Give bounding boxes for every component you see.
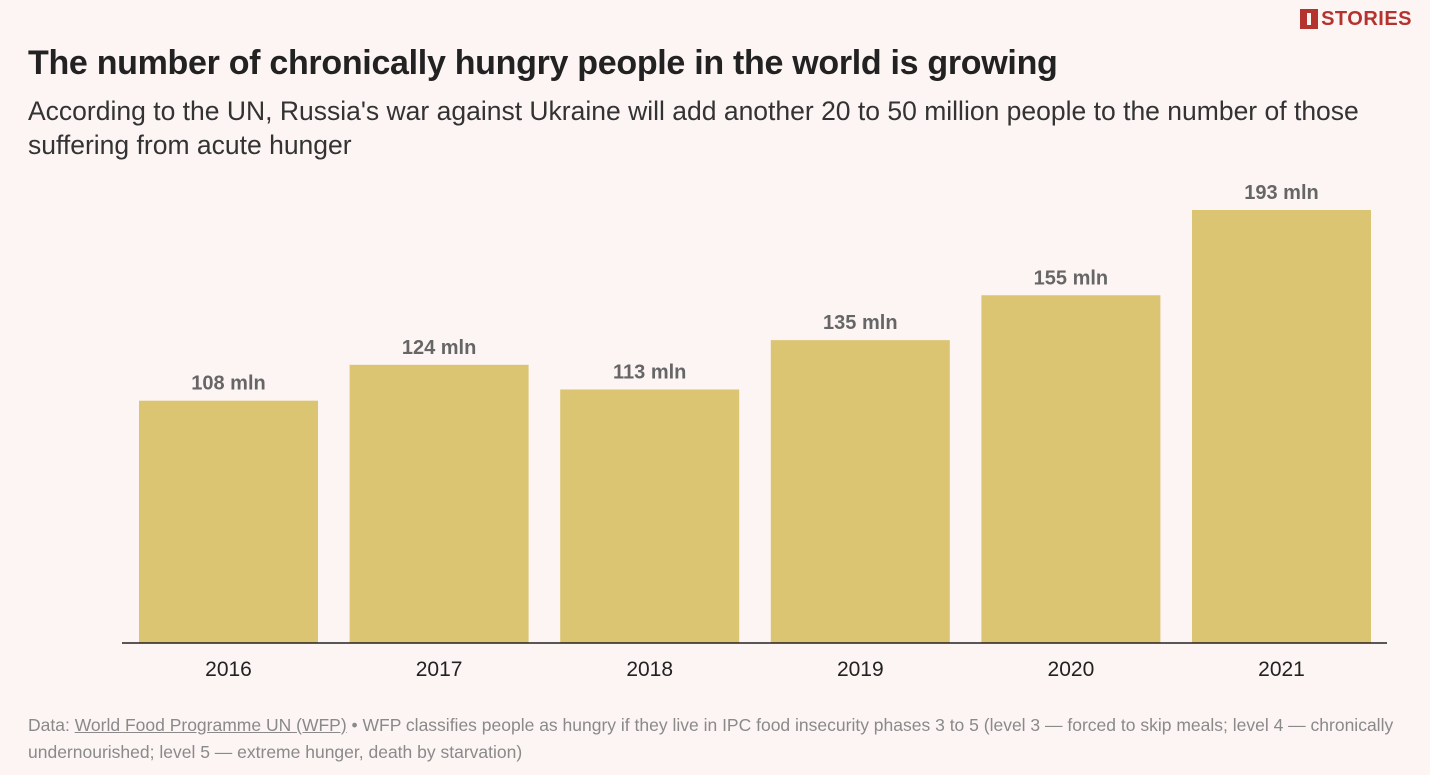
bar — [349, 364, 529, 643]
bar — [1192, 210, 1371, 643]
bar-value-label: 135 mln — [823, 312, 897, 334]
logo-text: STORIES — [1321, 7, 1412, 30]
logo-mark-icon — [1300, 9, 1319, 29]
chart-subtitle: According to the UN, Russia's war agains… — [28, 96, 1359, 160]
chart-title: The number of chronically hungry people … — [28, 44, 1058, 82]
x-tick-label: 2021 — [1258, 658, 1305, 681]
chart-footer: Data: World Food Programme UN (WFP) • WF… — [28, 712, 1413, 766]
x-tick-label: 2019 — [837, 658, 884, 681]
bar — [981, 295, 1161, 643]
bar-value-label: 124 mln — [402, 337, 476, 359]
x-tick-label: 2017 — [416, 658, 463, 681]
x-tick-label: 2020 — [1048, 658, 1095, 681]
footer-note: • WFP classifies people as hungry if the… — [28, 715, 1394, 762]
bar — [770, 340, 950, 643]
x-tick-label: 2018 — [626, 658, 673, 681]
bar-value-label: 155 mln — [1034, 267, 1108, 289]
stories-logo: STORIES — [1300, 7, 1412, 31]
bar-value-label: 193 mln — [1244, 182, 1318, 204]
bar — [560, 389, 740, 643]
bar-value-label: 108 mln — [191, 373, 265, 395]
footer-data-prefix: Data: — [28, 715, 75, 735]
source-link[interactable]: World Food Programme UN (WFP) — [74, 715, 347, 735]
x-tick-label: 2016 — [205, 658, 252, 681]
bar — [139, 400, 318, 643]
bar-value-label: 113 mln — [613, 361, 686, 383]
